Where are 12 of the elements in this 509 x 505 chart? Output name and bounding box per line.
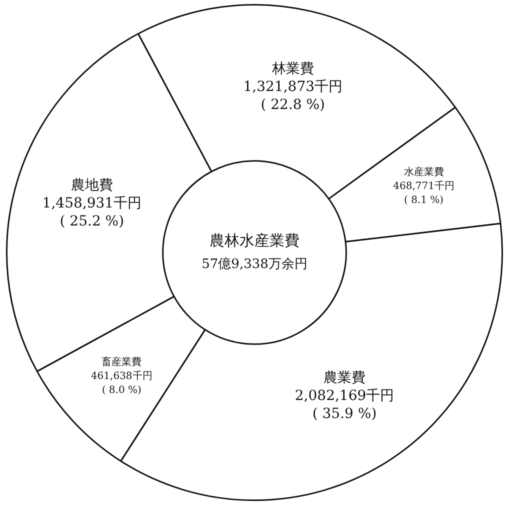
text: 57億9,338万余円 xyxy=(202,256,308,272)
slice-label: 畜産業費 xyxy=(102,356,142,368)
slice-label: 農地費 xyxy=(70,177,113,194)
data-label: 468,771千円 ( 8.1 %) xyxy=(393,180,454,206)
slice-label: 農業費 xyxy=(324,370,366,386)
data-label: 1,458,931千円 ( 25.2 %) xyxy=(42,195,142,230)
slice-label: 林業費 xyxy=(270,60,314,77)
data-label: 2,082,169千円 ( 35.9 %) xyxy=(294,388,394,422)
slice-label: 水産業費 xyxy=(404,166,444,178)
data-label: 1,321,873千円 ( 22.8 %) xyxy=(243,78,343,113)
text: 農林水産業費 xyxy=(210,231,300,250)
data-label: 461,638千円 ( 8.0 %) xyxy=(90,370,152,396)
